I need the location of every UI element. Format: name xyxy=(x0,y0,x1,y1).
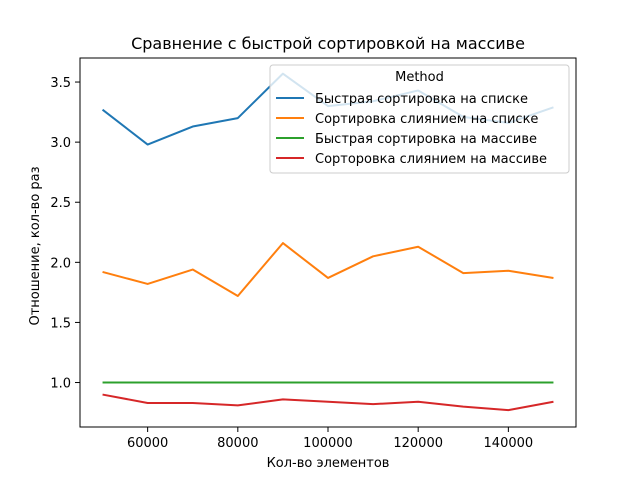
x-tick-label: 80000 xyxy=(217,436,258,451)
x-tick-label: 100000 xyxy=(303,436,353,451)
y-tick-label: 2.5 xyxy=(50,196,71,211)
x-tick-label: 60000 xyxy=(127,436,168,451)
y-tick-label: 1.0 xyxy=(50,377,71,392)
y-tick-label: 3.5 xyxy=(50,76,71,91)
x-tick-label: 120000 xyxy=(393,436,443,451)
legend-entry: Быстрая сортировка на списке xyxy=(315,92,528,107)
series-line-4 xyxy=(102,393,554,412)
x-axis: 60000 80000 100000 120000 140000 xyxy=(127,427,533,451)
y-tick-label: 1.5 xyxy=(50,316,71,331)
y-axis: 1.0 1.5 2.0 2.5 3.0 3.5 xyxy=(50,76,80,392)
legend-entry: Быстрая сортировка на массиве xyxy=(315,132,537,147)
legend-box xyxy=(269,64,570,174)
chart-title: Сравнение с быстрой сортировкой на масси… xyxy=(131,34,525,53)
y-tick-label: 3.0 xyxy=(50,136,71,151)
y-tick-label: 2.0 xyxy=(50,256,71,271)
legend-entry: Сортировка слиянием на списке xyxy=(315,112,538,127)
legend: Method Быстрая сортировка на списке Сортир… xyxy=(269,64,570,174)
legend-title: Method xyxy=(395,70,444,85)
x-tick-label: 140000 xyxy=(484,436,534,451)
series-line-2 xyxy=(102,242,554,297)
x-axis-label: Кол-во элементов xyxy=(267,456,390,471)
y-axis-label: Отношение, кол-во раз xyxy=(28,166,43,325)
legend-entry: Сорторовка слиянием на массиве xyxy=(315,152,547,167)
